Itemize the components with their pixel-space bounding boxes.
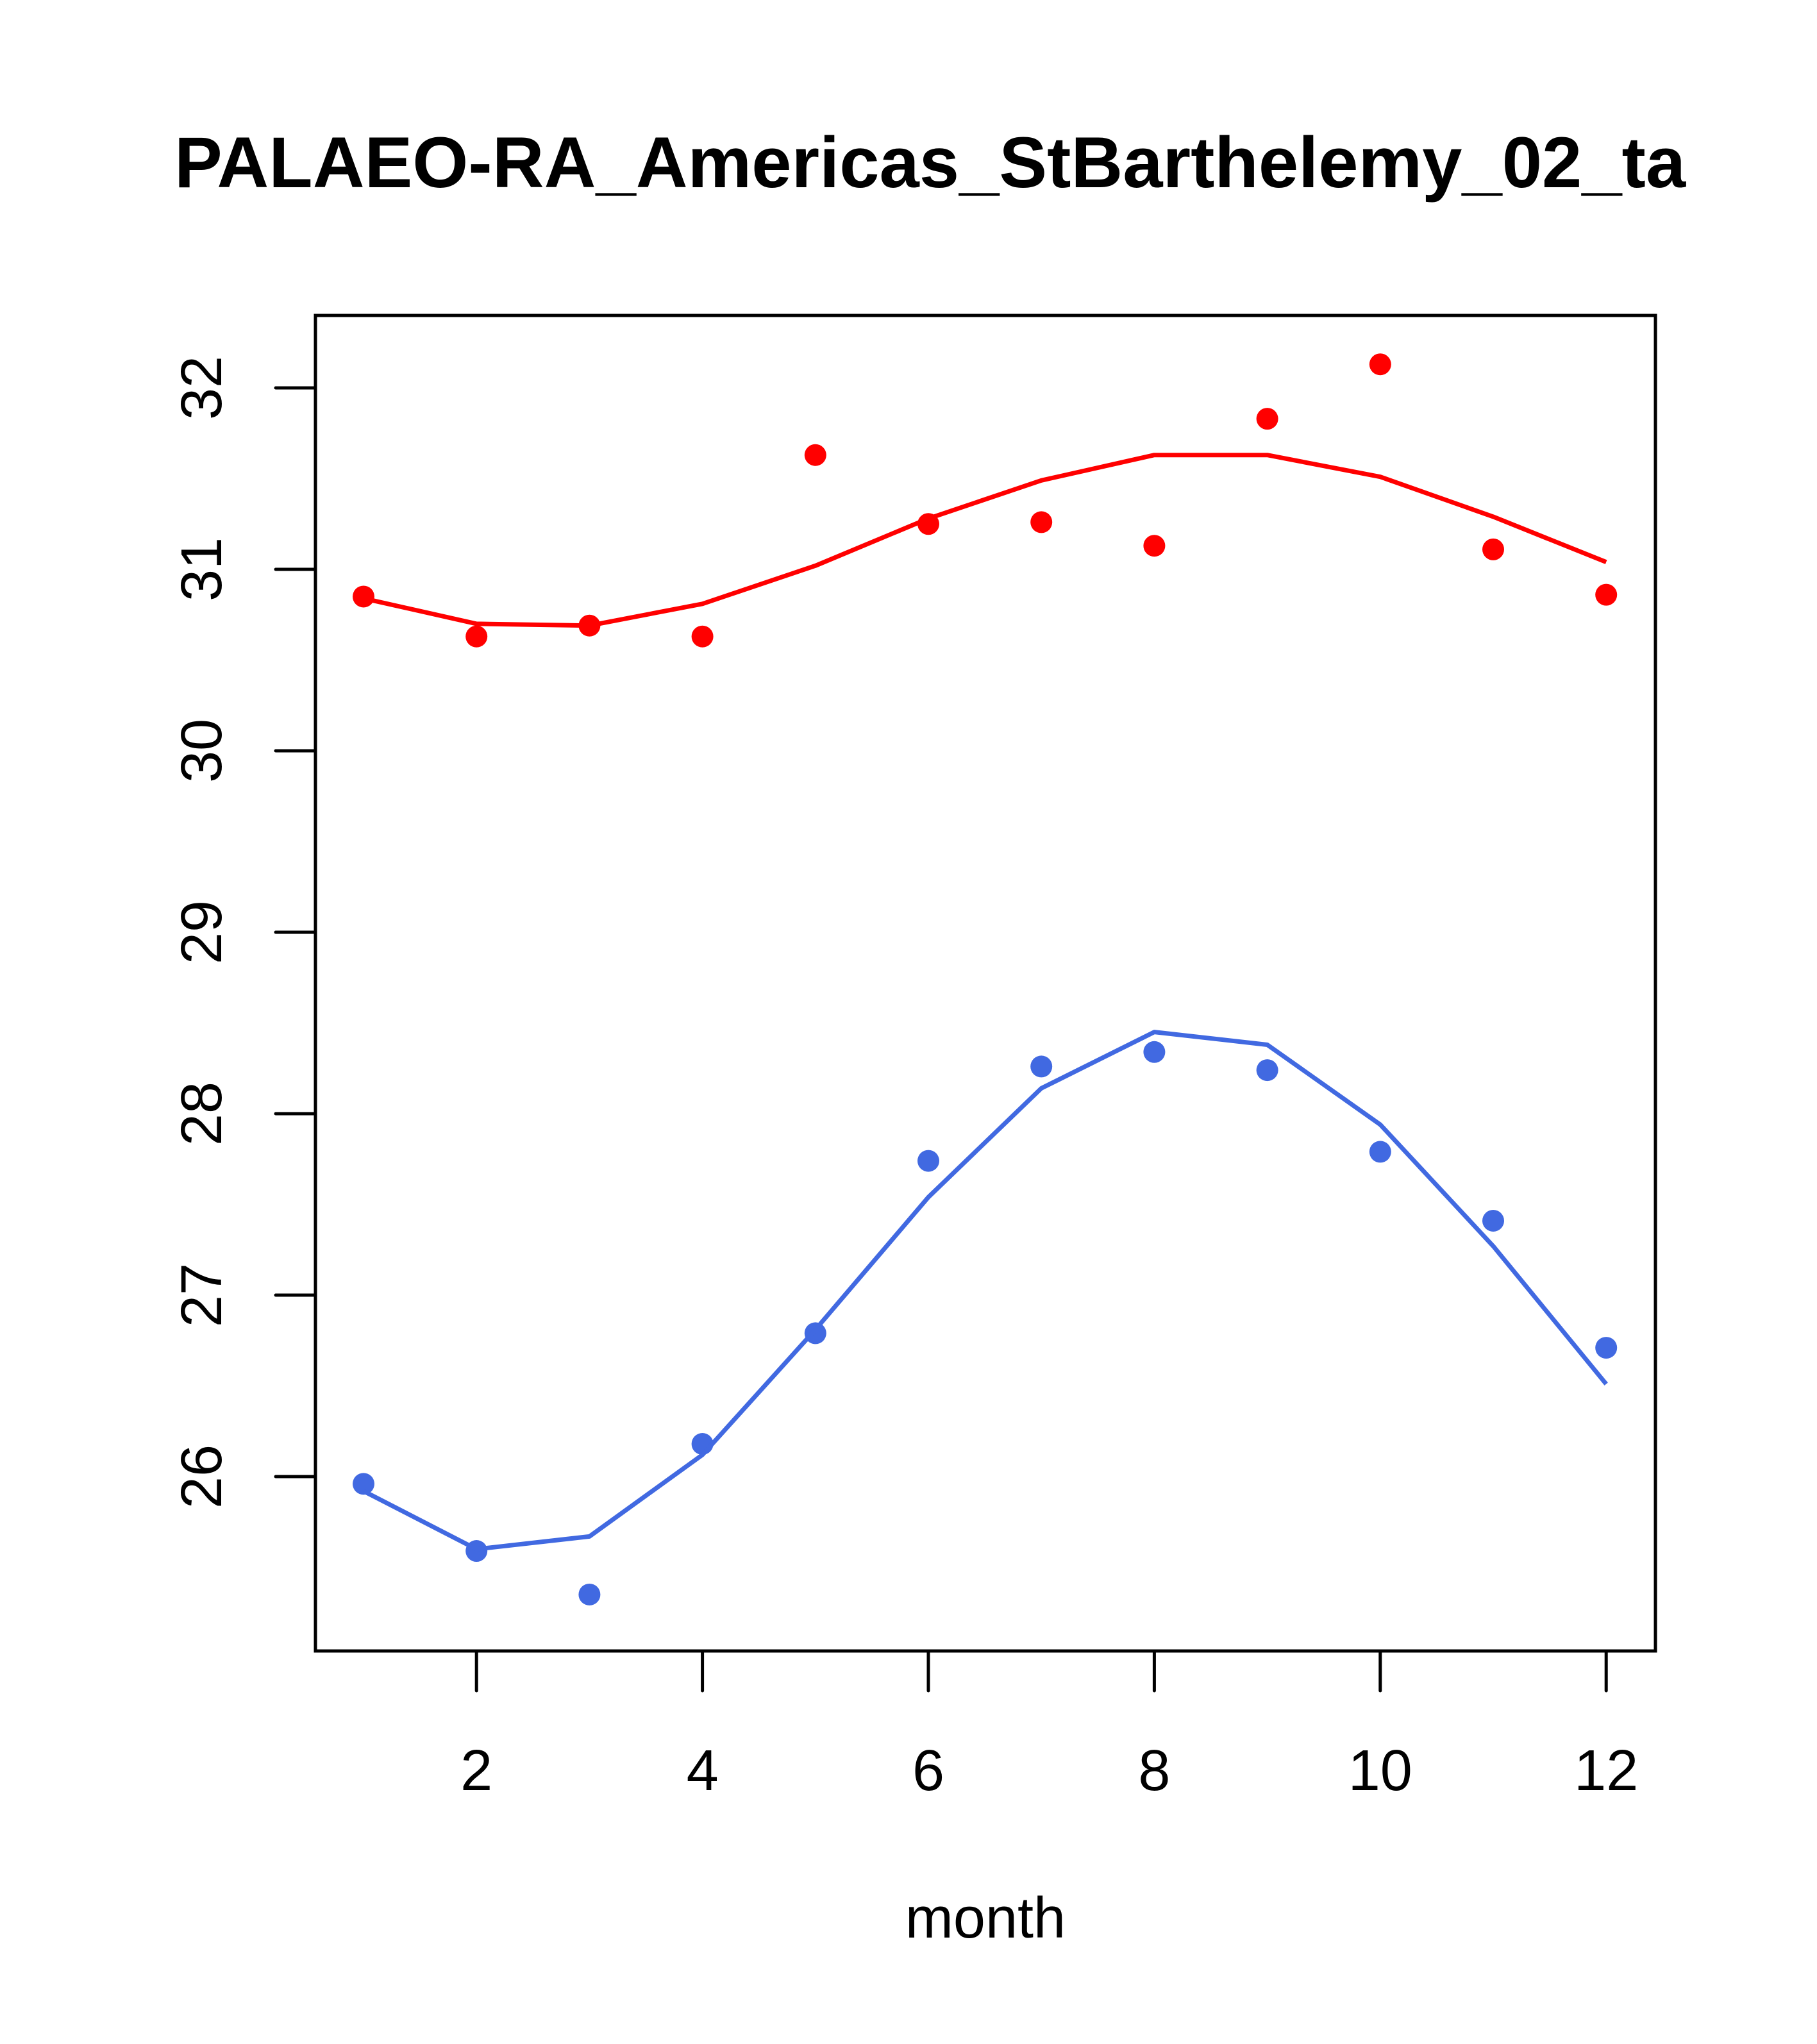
data-point bbox=[1143, 1041, 1166, 1063]
x-tick-label: 2 bbox=[460, 1739, 492, 1803]
data-point bbox=[1369, 353, 1391, 376]
y-tick-label: 31 bbox=[170, 537, 234, 601]
chart-title: PALAEO-RA_Americas_StBarthelemy_02_ta bbox=[174, 122, 1686, 203]
x-tick-label: 12 bbox=[1574, 1739, 1638, 1803]
data-point bbox=[1595, 1337, 1618, 1359]
data-point bbox=[1030, 1055, 1053, 1078]
y-tick-label: 28 bbox=[170, 1082, 234, 1146]
data-point bbox=[1256, 408, 1278, 430]
x-axis-label: month bbox=[905, 1886, 1066, 1950]
series-line-3 bbox=[362, 1030, 1608, 1552]
data-point bbox=[353, 585, 374, 608]
data-point bbox=[1482, 538, 1504, 560]
y-tick-label: 29 bbox=[170, 900, 234, 964]
x-tick-label: 4 bbox=[687, 1739, 719, 1803]
y-tick-label: 26 bbox=[170, 1445, 234, 1509]
data-point bbox=[1482, 1209, 1504, 1232]
x-axis: 2 4 6 8 10 12 bbox=[460, 1649, 1638, 1803]
data-point bbox=[1369, 1141, 1391, 1163]
y-tick-label: 32 bbox=[170, 356, 234, 420]
data-point bbox=[578, 1583, 601, 1605]
data-point bbox=[465, 625, 488, 648]
data-point bbox=[1595, 583, 1618, 606]
data-point bbox=[353, 1473, 374, 1495]
data-point bbox=[1256, 1059, 1278, 1082]
series-line-1 bbox=[363, 453, 1607, 628]
x-tick-label: 8 bbox=[1138, 1739, 1170, 1803]
y-tick-label: 27 bbox=[170, 1263, 234, 1327]
plot-frame bbox=[314, 314, 1657, 1653]
data-point bbox=[1143, 535, 1166, 557]
x-tick-label: 10 bbox=[1348, 1739, 1412, 1803]
data-point bbox=[1030, 511, 1053, 533]
data-point bbox=[804, 444, 826, 466]
y-tick-label: 30 bbox=[170, 719, 234, 783]
data-point bbox=[691, 625, 714, 648]
y-axis: 26 27 28 29 30 31 32 bbox=[170, 356, 317, 1509]
x-tick-label: 6 bbox=[912, 1739, 944, 1803]
series-layer bbox=[353, 353, 1618, 1605]
data-point bbox=[917, 1150, 939, 1172]
